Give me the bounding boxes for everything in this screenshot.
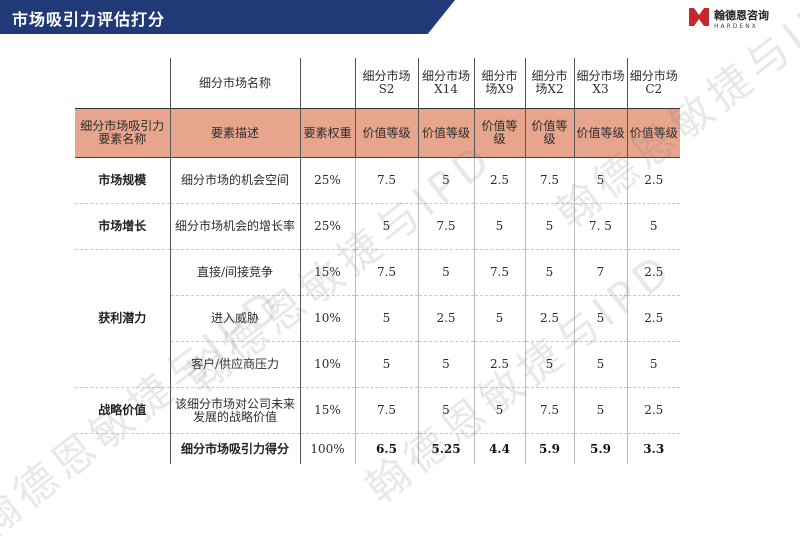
score-cell: 5 [417, 341, 474, 388]
score-cell: 5 [417, 387, 474, 434]
score-cell: 2.5 [626, 249, 680, 296]
segment-name-header: 细分市场名称 [169, 58, 300, 109]
score-cell: 5 [354, 341, 418, 388]
total-score: 6.5 [354, 433, 418, 464]
factor-weight: 15% [299, 387, 355, 434]
blank-cell [75, 434, 170, 465]
score-cell: 2.5 [473, 341, 525, 388]
score-cell: 7.5 [473, 249, 525, 296]
score-cell: 2.5 [626, 295, 680, 342]
factor-desc: 客户/供应商压力 [169, 341, 300, 388]
grade-header: 价值等级 [626, 108, 680, 158]
factor-desc: 细分市场的机会空间 [169, 157, 300, 204]
total-score: 5.9 [524, 433, 574, 464]
segment-header: 细分市场X9 [473, 58, 525, 109]
factor-weight: 25% [299, 157, 355, 204]
segment-header: 细分市场C2 [626, 58, 680, 109]
factor-weight: 10% [299, 295, 355, 342]
company-logo: 翰德恩咨询 HARDENX [688, 6, 788, 36]
score-cell: 5 [354, 295, 418, 342]
score-cell: 7.5 [354, 249, 418, 296]
grade-header: 价值等级 [573, 108, 627, 158]
score-cell: 5 [573, 387, 627, 434]
table-row: 进入威胁 10% 5 2.5 5 2.5 5 2.5 [75, 295, 680, 342]
score-cell: 5 [573, 157, 627, 204]
score-cell: 5 [573, 295, 627, 342]
total-row: 细分市场吸引力得分 100% 6.5 5.25 4.4 5.9 5.9 3.3 [75, 433, 680, 465]
score-cell: 5 [524, 341, 574, 388]
factor-weight: 25% [299, 203, 355, 250]
total-score: 5.25 [417, 433, 474, 464]
score-cell: 7.5 [354, 157, 418, 204]
segment-header: 细分市场X2 [524, 58, 574, 109]
group-label: 市场增长 [75, 203, 170, 250]
blank-cell [299, 58, 355, 109]
total-score: 3.3 [626, 433, 680, 464]
score-cell: 2.5 [626, 387, 680, 434]
desc-header: 要素描述 [169, 108, 300, 158]
segment-header-row: 细分市场名称 细分市场S2 细分市场X14 细分市场X9 细分市场X2 细分市场… [75, 58, 680, 109]
factor-desc: 直接/间接竞争 [169, 249, 300, 296]
weight-header: 要素权重 [299, 108, 355, 158]
segment-header: 细分市场X3 [573, 58, 627, 109]
score-cell: 5 [524, 249, 574, 296]
logo-sub: HARDENX [714, 23, 758, 30]
table-row: 客户/供应商压力 10% 5 5 2.5 5 5 5 [75, 341, 680, 388]
factor-weight: 10% [299, 341, 355, 388]
score-cell: 7 [573, 249, 627, 296]
score-cell: 2.5 [417, 295, 474, 342]
score-cell: 7.5 [417, 203, 474, 250]
score-cell: 5 [626, 341, 680, 388]
factor-desc: 细分市场机会的增长率 [169, 203, 300, 250]
score-cell: 2.5 [473, 157, 525, 204]
factor-weight: 15% [299, 249, 355, 296]
subheader-row: 细分市场吸引力要素名称 要素描述 要素权重 价值等级 价值等级 价值等级 价值等… [75, 108, 680, 158]
score-cell: 5 [573, 341, 627, 388]
page-title: 市场吸引力评估打分 [12, 10, 166, 29]
table-row: 市场增长 细分市场机会的增长率 25% 5 7.5 5 5 7. 5 5 [75, 203, 680, 250]
score-cell: 5 [417, 249, 474, 296]
score-cell: 5 [473, 295, 525, 342]
title-banner [0, 0, 455, 34]
score-cell: 7.5 [524, 157, 574, 204]
attractiveness-table: 细分市场名称 细分市场S2 细分市场X14 细分市场X9 细分市场X2 细分市场… [75, 58, 680, 464]
table-row: 战略价值 该细分市场对公司未来发展的战略价值 15% 7.5 5 5 7.5 5… [75, 387, 680, 434]
table-row: 获利潜力 直接/间接竞争 15% 7.5 5 7.5 5 7 2.5 [75, 249, 680, 388]
score-cell: 5 [626, 203, 680, 250]
score-cell: 5 [473, 387, 525, 434]
score-cell: 5 [354, 203, 418, 250]
total-score: 5.9 [573, 433, 627, 464]
total-score: 4.4 [473, 433, 525, 464]
hardenx-logo-icon [689, 8, 709, 26]
segment-header: 细分市场X14 [417, 58, 474, 109]
score-cell: 7. 5 [573, 203, 627, 250]
factor-desc: 进入威胁 [169, 295, 300, 342]
score-cell: 7.5 [524, 387, 574, 434]
corner-cell [75, 58, 170, 109]
segment-header: 细分市场S2 [354, 58, 418, 109]
group-label: 获利潜力 [75, 249, 170, 388]
total-weight: 100% [299, 433, 355, 464]
score-cell: 2.5 [524, 295, 574, 342]
grade-header: 价值等级 [473, 108, 525, 158]
score-cell: 5 [473, 203, 525, 250]
grade-header: 价值等级 [354, 108, 418, 158]
grade-header: 价值等级 [524, 108, 574, 158]
group-label: 市场规模 [75, 157, 170, 204]
score-cell: 2.5 [626, 157, 680, 204]
score-cell: 5 [524, 203, 574, 250]
table-row: 市场规模 细分市场的机会空间 25% 7.5 5 2.5 7.5 5 2.5 [75, 157, 680, 204]
factor-desc: 该细分市场对公司未来发展的战略价值 [169, 387, 300, 434]
factor-name-header: 细分市场吸引力要素名称 [75, 108, 170, 158]
score-cell: 5 [417, 157, 474, 204]
total-label: 细分市场吸引力得分 [169, 433, 300, 464]
group-label: 战略价值 [75, 387, 170, 434]
logo-name: 翰德恩咨询 [714, 9, 769, 22]
grade-header: 价值等级 [417, 108, 474, 158]
score-cell: 7.5 [354, 387, 418, 434]
